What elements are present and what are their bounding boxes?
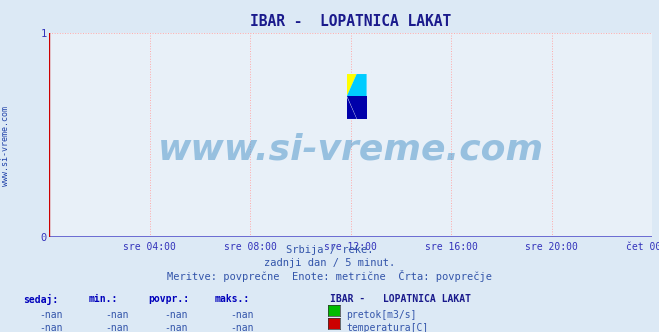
- Text: -nan: -nan: [165, 323, 188, 332]
- Text: -nan: -nan: [105, 323, 129, 332]
- Text: IBAR -   LOPATNICA LAKAT: IBAR - LOPATNICA LAKAT: [330, 294, 471, 304]
- Polygon shape: [347, 97, 357, 119]
- Polygon shape: [347, 74, 357, 97]
- Text: -nan: -nan: [231, 323, 254, 332]
- Text: povpr.:: povpr.:: [148, 294, 189, 304]
- Text: maks.:: maks.:: [214, 294, 249, 304]
- Text: www.si-vreme.com: www.si-vreme.com: [158, 132, 544, 167]
- Text: min.:: min.:: [89, 294, 119, 304]
- Text: pretok[m3/s]: pretok[m3/s]: [346, 310, 416, 320]
- Text: -nan: -nan: [40, 323, 63, 332]
- Text: Meritve: povprečne  Enote: metrične  Črta: povprečje: Meritve: povprečne Enote: metrične Črta:…: [167, 270, 492, 282]
- Text: -nan: -nan: [105, 310, 129, 320]
- Text: -nan: -nan: [231, 310, 254, 320]
- Text: sedaj:: sedaj:: [23, 294, 58, 305]
- Text: temperatura[C]: temperatura[C]: [346, 323, 428, 332]
- Polygon shape: [347, 97, 366, 119]
- Text: -nan: -nan: [40, 310, 63, 320]
- Text: -nan: -nan: [165, 310, 188, 320]
- Polygon shape: [347, 74, 366, 97]
- Text: Srbija / reke.: Srbija / reke.: [286, 245, 373, 255]
- Text: www.si-vreme.com: www.si-vreme.com: [1, 106, 10, 186]
- Text: zadnji dan / 5 minut.: zadnji dan / 5 minut.: [264, 258, 395, 268]
- Title: IBAR -  LOPATNICA LAKAT: IBAR - LOPATNICA LAKAT: [250, 14, 451, 29]
